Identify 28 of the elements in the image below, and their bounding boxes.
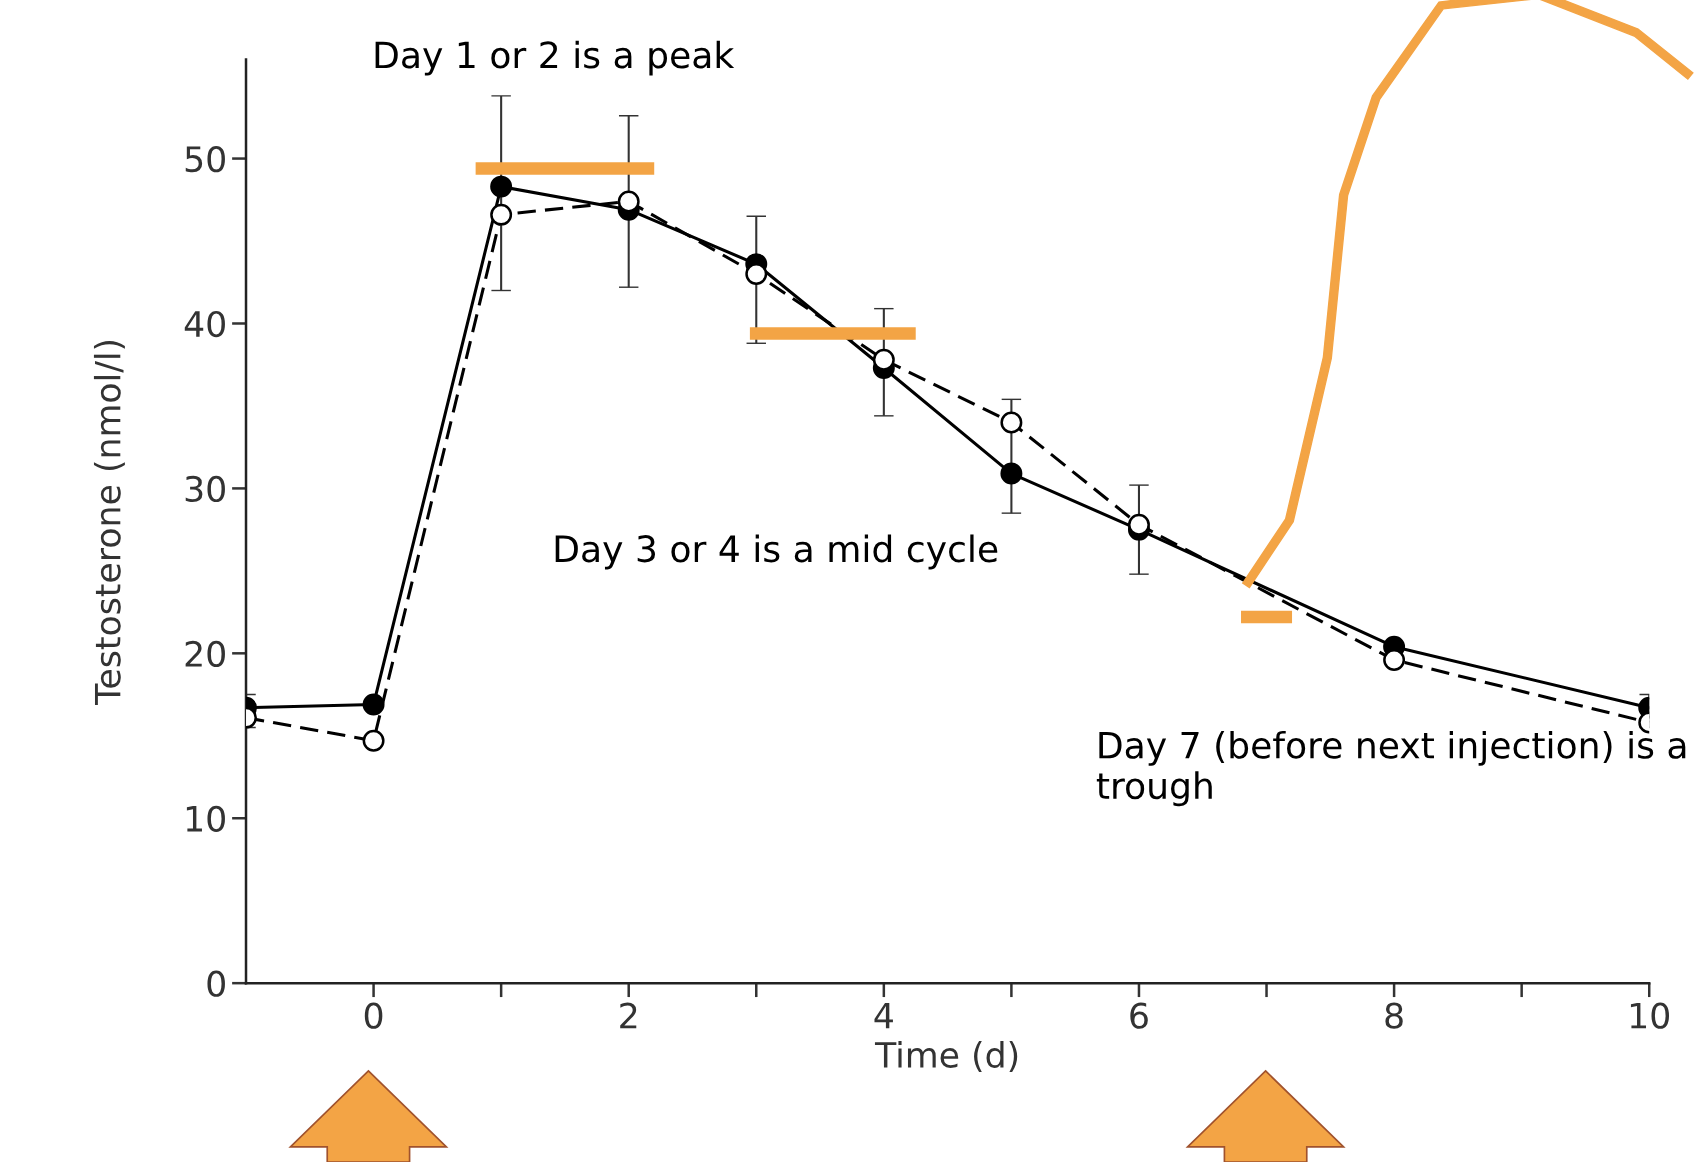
point <box>872 348 895 371</box>
point <box>490 175 513 198</box>
x-tick-label: 6 <box>1130 1002 1148 1029</box>
point <box>1000 411 1023 434</box>
y-tick-label: 10 <box>186 805 225 832</box>
x-axis-title: Time (d) <box>874 1041 1018 1073</box>
y-tick-label: 30 <box>185 475 225 503</box>
x-tick-label: 4 <box>874 1002 893 1029</box>
x-tick-label: 2 <box>620 1002 637 1029</box>
point <box>745 263 768 285</box>
annotation: Day 1 or 2 is a peak <box>375 40 735 76</box>
y-tick-label: 0 <box>207 970 225 997</box>
point <box>362 693 385 716</box>
annotation: Day 7 (before next injection) is a trough <box>1096 730 1686 807</box>
y-axis-title: Testosterone (nmol/l) <box>93 340 125 705</box>
x-tick-label: 8 <box>1385 1002 1403 1029</box>
point <box>1127 513 1150 536</box>
y-tick-label: 50 <box>185 145 225 173</box>
x-tick-label: 0 <box>364 1002 383 1029</box>
point <box>490 203 513 226</box>
y-tick-label: 20 <box>185 640 225 668</box>
y-tick-label: 40 <box>184 310 225 338</box>
annotation: Day 3 or 4 is a mid cycle <box>555 534 998 570</box>
point <box>362 729 385 752</box>
point <box>617 190 640 213</box>
point <box>1000 462 1023 485</box>
point <box>1383 648 1406 671</box>
x-tick-label: 10 <box>1630 1002 1669 1029</box>
